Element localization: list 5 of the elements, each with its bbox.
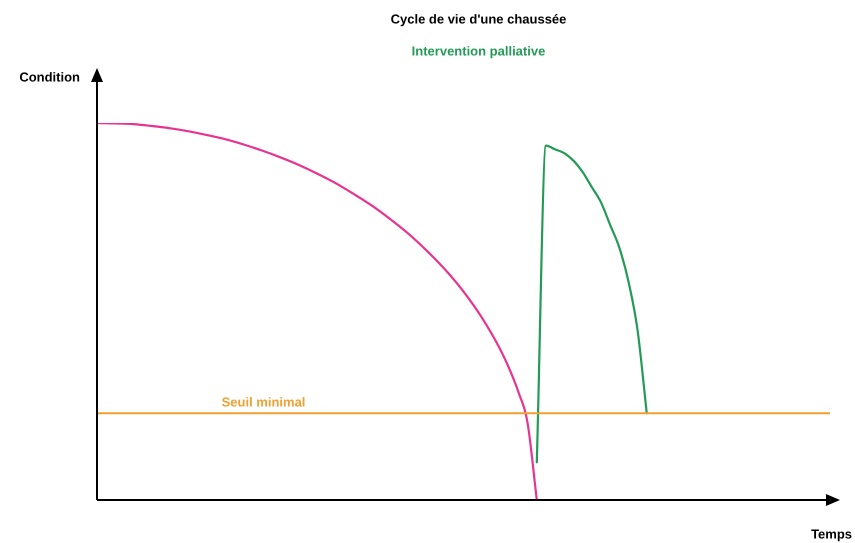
- ref-line-label: Seuil minimal: [222, 394, 306, 410]
- chart-title: Cycle de vie d'une chaussée: [390, 12, 566, 27]
- y-axis-title: Condition: [19, 70, 80, 85]
- text: Intervention palliative: [412, 44, 546, 59]
- x-axis-title: Temps: [811, 526, 852, 542]
